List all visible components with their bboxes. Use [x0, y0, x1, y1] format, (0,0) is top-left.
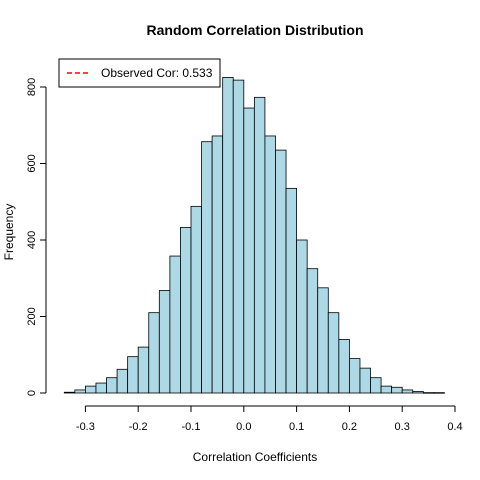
histogram-bar [370, 377, 382, 394]
y-axis-label: Frequency [2, 204, 16, 261]
legend-label: Observed Cor: 0.533 [101, 66, 213, 80]
x-tick-label: 0.2 [342, 421, 357, 433]
histogram-bar [169, 255, 181, 394]
histogram-bar [401, 389, 414, 394]
histogram-bar [327, 312, 340, 394]
x-tick-label: 0.3 [395, 421, 410, 433]
histogram-bar [348, 358, 361, 394]
histogram-bar [158, 290, 171, 394]
histogram-bar [359, 367, 371, 394]
histogram-bar [85, 385, 97, 394]
histogram-bar [433, 392, 445, 394]
y-tick-label: 200 [26, 307, 38, 325]
histogram-bar [412, 391, 424, 394]
histogram-bar [106, 377, 118, 394]
x-tick-label: 0.0 [236, 421, 251, 433]
histogram-bar [116, 368, 129, 394]
x-tick-label: 0.1 [289, 421, 304, 433]
histogram-bar [180, 226, 192, 394]
y-tick-label: 400 [26, 231, 38, 249]
histogram-bar [190, 205, 202, 394]
histogram-bar [275, 149, 287, 394]
histogram-bar [306, 268, 319, 394]
chart-title: Random Correlation Distribution [147, 22, 364, 38]
histogram-bar [63, 391, 76, 394]
legend: Observed Cor: 0.533 [58, 58, 221, 88]
histogram-bar [264, 135, 276, 394]
y-tick-label: 0 [26, 390, 38, 396]
histogram-bar [211, 135, 224, 394]
histogram-bar [253, 96, 266, 394]
histogram-bar [296, 239, 308, 394]
histogram-bar [95, 382, 107, 394]
histogram-bar [148, 312, 160, 394]
histogram-bar [391, 386, 403, 394]
histogram-bar [201, 141, 213, 394]
y-axis: 0 200 400 600 800 [26, 78, 47, 396]
histogram-bar [232, 79, 245, 394]
histogram-bars [63, 77, 445, 394]
y-tick-label: 800 [26, 78, 38, 96]
histogram-bar [422, 392, 435, 394]
histogram-bar [317, 287, 329, 394]
y-tick-label: 600 [26, 154, 38, 172]
histogram-bar [243, 107, 255, 394]
x-axis: -0.3 -0.2 -0.1 0.0 0.1 0.2 0.3 0.4 [76, 405, 463, 433]
histogram-bar [137, 346, 150, 394]
histogram-bar [74, 389, 86, 394]
histogram-bar [338, 339, 350, 394]
histogram-bar [285, 187, 298, 394]
histogram-bar [380, 385, 393, 394]
x-axis-label: Correlation Coefficients [193, 450, 318, 464]
x-tick-label: -0.2 [129, 421, 148, 433]
histogram-bar [222, 77, 234, 394]
histogram-bar [127, 356, 139, 394]
x-tick-label: 0.4 [447, 421, 462, 433]
x-tick-label: -0.1 [182, 421, 201, 433]
x-tick-label: -0.3 [76, 421, 95, 433]
